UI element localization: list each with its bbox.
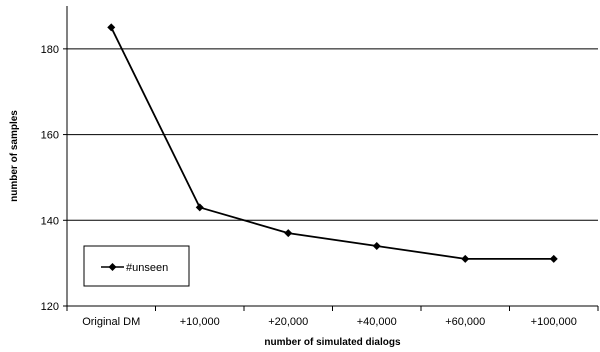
x-axis-title: number of simulated dialogs [264,337,401,348]
data-point [195,203,204,212]
x-tick-label: +10,000 [180,316,220,328]
data-point [549,254,558,263]
x-tick-label: +40,000 [357,316,397,328]
y-axis-ticks: 120 140 160 180 [41,44,67,313]
y-tick-label: 120 [41,301,59,313]
x-tick-label: +60,000 [445,316,485,328]
data-point [461,254,470,263]
series-line [110,27,554,260]
y-tick-label: 140 [41,215,59,227]
legend-marker [108,263,117,271]
gridlines [67,48,598,221]
data-point [107,23,116,32]
x-tick-label: +20,000 [268,316,308,328]
x-tick-label: +100,000 [531,316,577,328]
y-axis-title: number of samples [9,110,20,202]
data-point [284,229,293,238]
series-group [107,23,558,263]
y-tick-label: 180 [41,44,59,56]
legend-label: #unseen [126,262,168,274]
legend-box [83,245,190,287]
x-tick-label: Original DM [82,316,140,328]
x-axis-ticks: Original DM +10,000 +20,000 +40,000 +60,000 +… [66,306,599,328]
legend: #unseen [83,245,190,287]
y-tick-label: 160 [41,130,59,142]
data-point [372,242,381,250]
